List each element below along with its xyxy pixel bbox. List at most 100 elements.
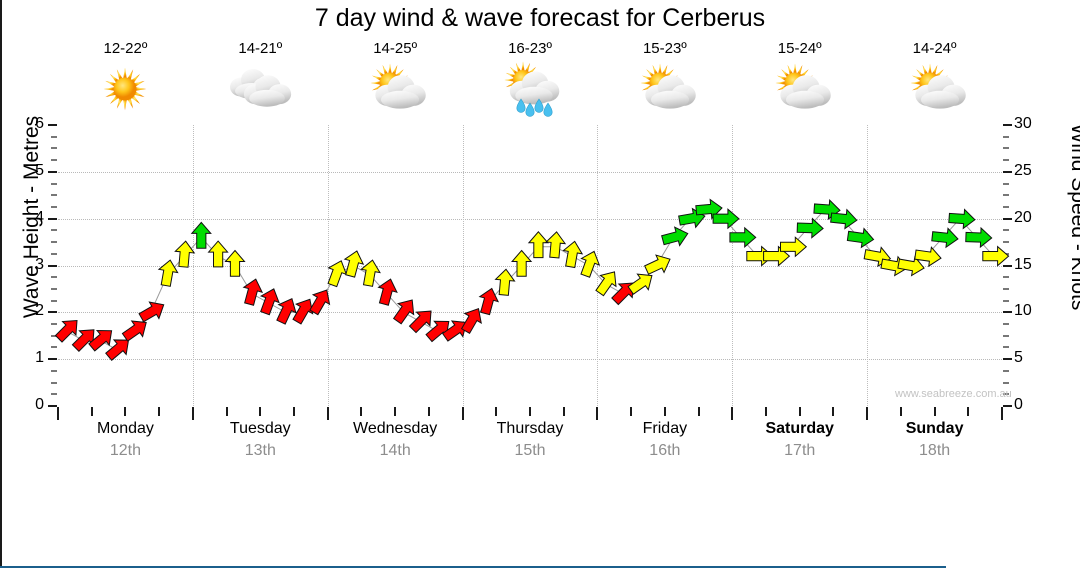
day-separator-3 [462, 125, 464, 406]
x-minor-tick [495, 407, 498, 416]
right-tick-label: 0 [1014, 396, 1023, 413]
temperature-range: 14-25º [373, 40, 418, 57]
wind-arrow [207, 240, 229, 268]
x-minor-tick [90, 407, 93, 416]
x-minor-tick [663, 407, 666, 416]
wind-arrow [729, 226, 757, 248]
day-name: Sunday [905, 420, 964, 437]
day-name: Friday [642, 420, 688, 437]
left-tick-1 [48, 358, 57, 361]
day-name: Tuesday [229, 420, 291, 437]
wind-arrow [343, 250, 365, 278]
wind-arrow [562, 240, 584, 269]
right-tick-5 [1003, 358, 1012, 361]
right-axis-line [0, 283, 2, 566]
x-minor-tick [529, 407, 531, 416]
day-separator-1 [192, 125, 194, 406]
right-minor-tick [1003, 323, 1009, 326]
partly-cloudy-icon [360, 61, 430, 117]
wind-arrow [931, 227, 959, 249]
wind-arrow [661, 226, 689, 247]
day-header-sunday: 14-24º [867, 36, 1002, 124]
x-minor-tick [697, 407, 700, 416]
left-minor-tick [51, 194, 57, 197]
right-tick-label: 20 [1014, 208, 1032, 226]
temperature-range: 15-24º [777, 40, 822, 57]
x-major-tick [57, 407, 59, 420]
right-minor-tick [1003, 346, 1009, 349]
left-axis-line [0, 0, 2, 283]
day-date: 15th [514, 442, 546, 459]
left-minor-tick [51, 334, 57, 337]
temperature-range: 14-24º [912, 40, 957, 57]
wind-arrow [779, 236, 808, 258]
right-tick-label: 5 [1014, 349, 1023, 367]
x-minor-tick [765, 407, 767, 416]
wind-arrow [138, 301, 165, 323]
left-tick-label: 0 [35, 396, 44, 413]
right-minor-tick [1003, 135, 1009, 138]
wind-arrow [796, 217, 824, 239]
right-tick-label: 10 [1014, 302, 1032, 320]
wind-arrow [425, 320, 450, 343]
right-tick-label: 25 [1014, 161, 1032, 179]
right-minor-tick [1003, 381, 1009, 384]
left-minor-tick [51, 182, 57, 185]
wind-arrow [545, 231, 567, 259]
gridline-1 [58, 359, 1002, 361]
left-tick-label: 4 [35, 208, 44, 226]
left-tick-label: 2 [35, 302, 44, 320]
wind-arrow [695, 198, 723, 220]
left-tick-label: 5 [35, 161, 44, 179]
left-tick-0 [48, 405, 57, 407]
right-minor-tick [1003, 194, 1009, 197]
day-separator-2 [327, 125, 329, 406]
x-minor-tick [394, 407, 397, 416]
right-tick-label: 15 [1014, 255, 1032, 273]
sunny-icon [90, 61, 160, 117]
partly-cloudy-icon [900, 61, 970, 117]
day-header-wednesday: 14-25º [328, 36, 463, 124]
wind-arrow [914, 246, 942, 268]
x-major-tick [596, 407, 599, 420]
right-minor-tick [1003, 205, 1009, 208]
wind-arrow [190, 221, 212, 249]
x-minor-tick [933, 407, 936, 416]
day-footer-sunday: Sunday 18th [867, 418, 1002, 470]
left-tick-6 [48, 124, 57, 126]
day-name: Monday [96, 420, 154, 437]
day-name: Thursday [496, 420, 564, 437]
right-minor-tick [1003, 299, 1009, 302]
left-minor-tick [51, 229, 57, 232]
left-tick-5 [48, 170, 57, 173]
day-date: 13th [244, 442, 276, 459]
wind-arrow [746, 245, 774, 267]
right-minor-tick [1003, 334, 1009, 337]
day-footer-strip: Monday 12th Tuesday 13th Wednesday 14th Thursd… [58, 418, 1002, 470]
right-tick-10 [1003, 311, 1012, 314]
wind-arrow [441, 320, 468, 342]
x-minor-tick [360, 407, 363, 416]
day-separator-4 [597, 125, 599, 406]
x-major-tick [866, 407, 869, 420]
x-minor-tick [562, 407, 565, 416]
day-date: 18th [919, 442, 951, 459]
day-separator-6 [867, 125, 869, 406]
day-footer-thursday: Thursday 15th [463, 418, 598, 470]
right-axis-title: Wind Speed - Knots [1067, 123, 1080, 311]
rain-showers-icon [495, 61, 565, 117]
temperature-range: 15-23º [642, 40, 687, 57]
wind-arrow [965, 226, 993, 249]
x-minor-tick [630, 407, 633, 416]
x-minor-tick [158, 407, 161, 416]
left-minor-tick [51, 287, 57, 290]
right-minor-tick [1003, 369, 1009, 372]
day-footer-friday: Friday 16th [597, 418, 732, 470]
wind-arrow [611, 282, 634, 306]
wind-arrow [408, 310, 432, 334]
x-minor-tick [259, 407, 262, 416]
right-minor-tick [1003, 159, 1009, 162]
wind-arrow [88, 330, 113, 352]
day-separator-5 [732, 125, 734, 406]
